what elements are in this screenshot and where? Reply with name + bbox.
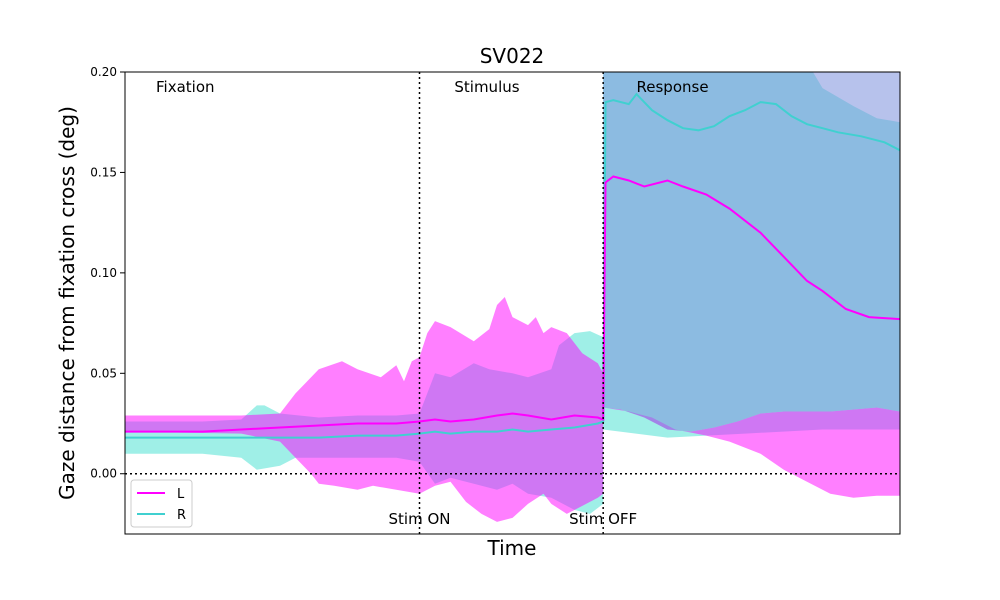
y-tick-label-2: 0.10 [90,266,117,280]
band-overlap-response [603,72,900,432]
y-axis: 0.00 0.05 0.10 0.15 0.20 [90,65,125,481]
band-l [125,297,604,522]
y-tick-label-3: 0.15 [90,165,117,179]
vline-label-0: Stim ON [389,510,451,528]
legend: LR [130,479,193,528]
annotations: Stim ON Stim OFF Fixation Stimulus Response [156,78,709,528]
plot-frame [124,71,901,535]
phase-label-1: Stimulus [454,78,519,96]
y-tick-label-0: 0.00 [90,467,117,481]
line-l [125,175,900,433]
chart-title: SV022 [480,44,545,68]
y-tick-label-4: 0.20 [90,65,117,79]
phase-label-0: Fixation [156,78,215,96]
legend-label-r: R [177,508,186,523]
x-axis-label: Time [487,536,537,560]
y-tick-label-1: 0.05 [90,366,117,380]
line-r [125,92,900,439]
plot-area [125,72,900,534]
vline-label-1: Stim OFF [569,510,637,528]
phase-label-2: Response [637,78,709,96]
y-axis-label: Gaze distance from fixation cross (deg) [55,106,79,500]
legend-box [130,479,193,528]
legend-label-l: L [177,487,185,502]
